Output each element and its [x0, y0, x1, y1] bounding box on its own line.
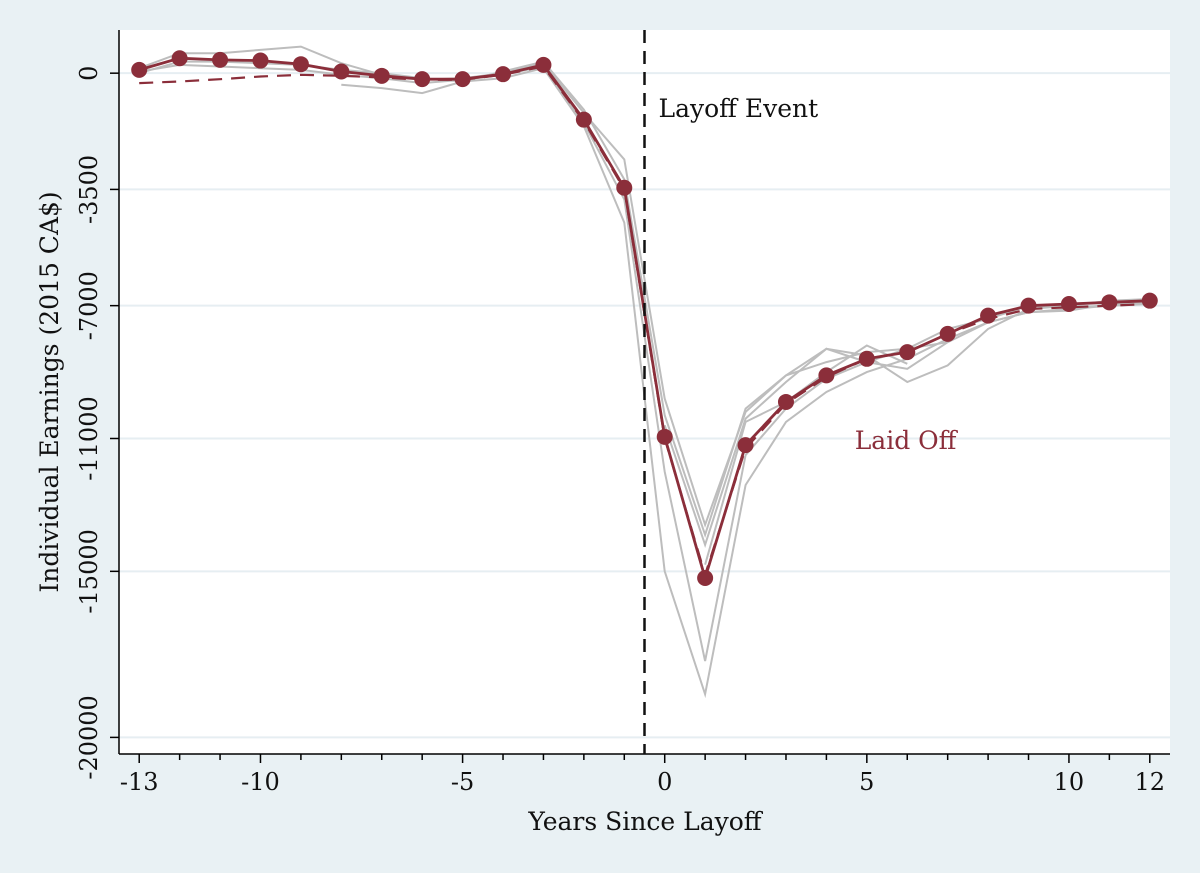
data-point	[697, 569, 714, 586]
series-markers	[131, 50, 1158, 586]
y-tick-label: -3500	[75, 155, 103, 224]
data-point	[373, 67, 390, 84]
data-point	[252, 52, 269, 69]
series-line-gray	[341, 60, 948, 538]
x-tick-label: -5	[451, 768, 474, 796]
data-point	[616, 179, 633, 196]
y-tick-label: -11000	[75, 396, 103, 480]
tick-labels: -13 -10 -5 0 5 10 12 0 -3500 -7000 -11000 -15000 -20…	[75, 66, 1165, 796]
y-axis-title: Individual Earnings (2015 CA$)	[35, 191, 64, 592]
x-tick-label: 10	[1054, 768, 1085, 796]
x-tick-label: -10	[241, 768, 280, 796]
y-tick-label: 0	[75, 66, 103, 81]
data-point	[333, 63, 350, 80]
series-line-gray	[138, 45, 1150, 528]
data-point	[1020, 297, 1037, 314]
laid-off-label: Laid Off	[855, 426, 959, 455]
data-point	[777, 393, 794, 410]
annotations: Layoff Event Laid Off	[659, 94, 959, 455]
x-tick-label: -13	[120, 768, 159, 796]
data-point	[1141, 292, 1158, 309]
x-axis-title: Years Since Layoff	[527, 807, 763, 836]
data-point	[454, 71, 471, 88]
data-point	[495, 66, 512, 83]
data-point	[1060, 295, 1077, 312]
x-tick-label: 12	[1135, 768, 1166, 796]
data-point	[212, 51, 229, 68]
layoff-event-label: Layoff Event	[659, 94, 819, 123]
y-tick-label: -7000	[75, 271, 103, 340]
data-point	[737, 437, 754, 454]
data-point	[535, 56, 552, 73]
data-point	[414, 71, 431, 88]
data-point	[656, 428, 673, 445]
data-point	[1101, 294, 1118, 311]
data-point	[131, 61, 148, 78]
y-tick-label: -15000	[75, 529, 103, 613]
data-point	[858, 350, 875, 367]
data-point	[818, 367, 835, 384]
data-point	[171, 50, 188, 67]
data-point	[292, 56, 309, 73]
data-point	[980, 307, 997, 324]
data-point	[939, 325, 956, 342]
y-tick-label: -20000	[75, 695, 103, 779]
data-point	[575, 111, 592, 128]
x-tick-label: 0	[657, 768, 672, 796]
x-tick-label: 5	[859, 768, 874, 796]
axes	[110, 30, 1170, 763]
data-point	[899, 344, 916, 361]
